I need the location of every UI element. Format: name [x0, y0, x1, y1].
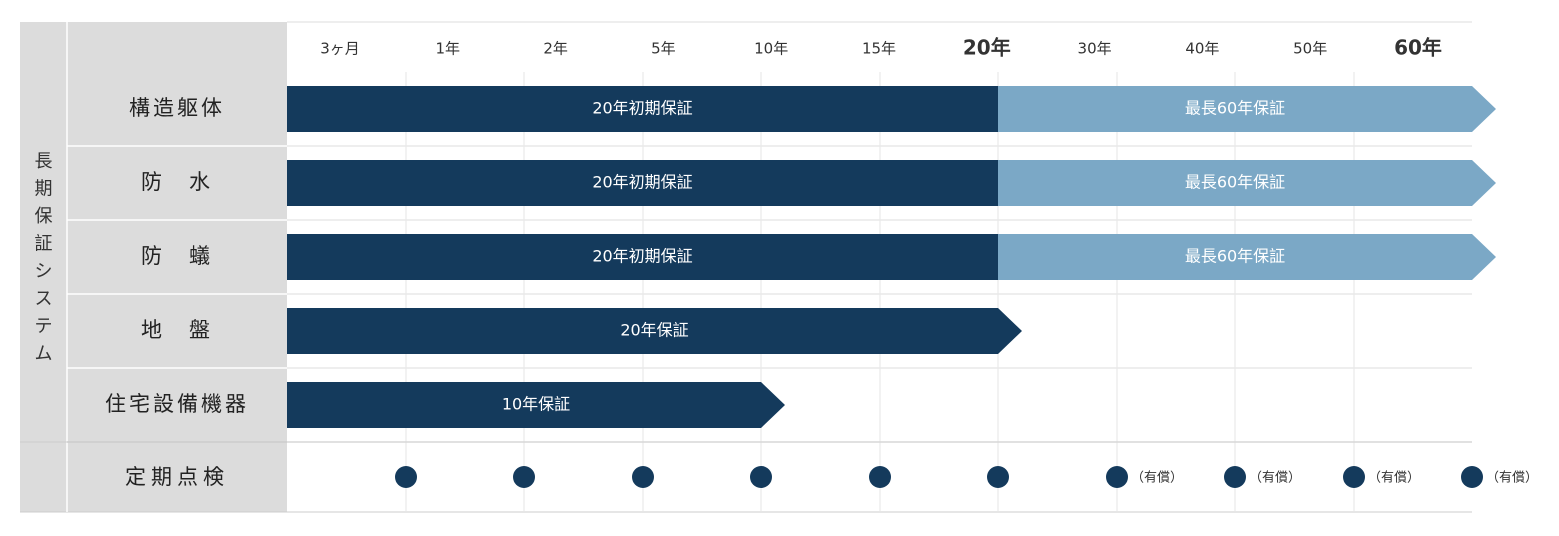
column-header: 5年	[651, 40, 676, 58]
column-header: 3ヶ月	[320, 40, 360, 58]
bar-extended	[998, 86, 1496, 132]
side-label: 保	[35, 206, 53, 227]
paid-note: （有償）	[1486, 471, 1538, 486]
bar-label: 20年初期保証	[592, 99, 692, 118]
column-header: 40年	[1185, 40, 1219, 58]
side-label: 証	[35, 234, 53, 255]
side-label: ス	[35, 289, 53, 310]
inspection-dot	[869, 466, 891, 488]
row-label: 地 盤	[141, 318, 213, 342]
bar-label: 20年保証	[620, 321, 688, 340]
side-label: 長	[35, 151, 53, 172]
inspection-dot	[632, 466, 654, 488]
label-column	[67, 22, 287, 512]
side-label: ム	[35, 344, 53, 365]
paid-note: （有償）	[1249, 471, 1301, 486]
column-header: 60年	[1394, 36, 1442, 60]
inspection-dot	[1461, 466, 1483, 488]
inspection-dot	[750, 466, 772, 488]
column-header: 50年	[1293, 40, 1327, 58]
side-label: テ	[35, 316, 53, 337]
column-header: 10年	[754, 40, 788, 58]
row-label: 住宅設備機器	[105, 392, 249, 416]
inspection-dot	[1224, 466, 1246, 488]
column-header: 1年	[436, 40, 461, 58]
side-label: シ	[35, 261, 53, 282]
side-cell	[20, 22, 67, 442]
bar-label: 最長60年保証	[1185, 99, 1285, 118]
inspection-dot	[987, 466, 1009, 488]
bar-initial	[287, 160, 998, 206]
bar-label: 最長60年保証	[1185, 173, 1285, 192]
bar-label: 20年初期保証	[592, 173, 692, 192]
row-label: 防 蟻	[141, 244, 213, 268]
bar-label: 10年保証	[502, 395, 570, 414]
inspection-dot	[1343, 466, 1365, 488]
column-header: 30年	[1078, 40, 1112, 58]
row-label: 定期点検	[125, 465, 229, 489]
inspection-dot	[395, 466, 417, 488]
bar-label: 最長60年保証	[1185, 247, 1285, 266]
bar	[287, 382, 785, 428]
bar-extended	[998, 160, 1496, 206]
column-header: 2年	[543, 40, 568, 58]
paid-note: （有償）	[1131, 471, 1183, 486]
row-label: 構造躯体	[129, 96, 225, 120]
bar	[287, 308, 1022, 354]
side-label: 期	[35, 179, 53, 200]
inspection-dot	[1106, 466, 1128, 488]
row-label: 防 水	[141, 170, 213, 194]
inspection-dot	[513, 466, 535, 488]
side-cell	[20, 442, 67, 512]
bar-initial	[287, 234, 998, 280]
column-header: 15年	[862, 40, 896, 58]
bar-extended	[998, 234, 1496, 280]
bar-label: 20年初期保証	[592, 247, 692, 266]
paid-note: （有償）	[1368, 471, 1420, 486]
column-header: 20年	[963, 36, 1011, 60]
bar-initial	[287, 86, 998, 132]
